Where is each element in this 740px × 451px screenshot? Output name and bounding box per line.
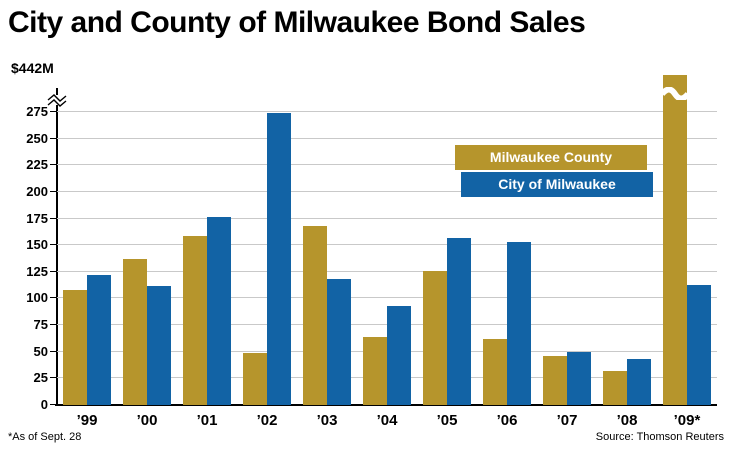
x-label-01: ’01 xyxy=(196,412,218,429)
bar-county-00 xyxy=(123,259,147,405)
axis-break-icon xyxy=(47,94,67,107)
bar-county-08 xyxy=(603,370,627,405)
bar-city-04 xyxy=(387,305,411,405)
x-label-06: ’06 xyxy=(496,412,518,429)
y-tick-label-125: 125 xyxy=(26,263,48,279)
y-tick-275 xyxy=(50,111,56,112)
bar-county-06 xyxy=(483,338,507,405)
y-tick-label-225: 225 xyxy=(26,157,48,173)
legend: Milwaukee County City of Milwaukee xyxy=(455,145,655,199)
chart-title: City and County of Milwaukee Bond Sales xyxy=(8,6,586,39)
y-tick-200 xyxy=(50,190,56,192)
y-tick-25 xyxy=(50,377,56,379)
gridline-100 xyxy=(57,297,717,299)
y-tick-label-50: 50 xyxy=(33,343,48,359)
x-label-07: ’07 xyxy=(556,412,578,429)
bar-county-09* xyxy=(662,75,688,405)
gridline-225 xyxy=(57,164,717,166)
x-label-00: ’00 xyxy=(136,412,158,429)
y-tick-150 xyxy=(50,244,56,246)
source-credit: Source: Thomson Reuters xyxy=(595,431,724,443)
y-tick-label-200: 200 xyxy=(26,183,48,199)
y-tick-label-100: 100 xyxy=(26,290,48,306)
y-tick-label-25: 25 xyxy=(33,370,48,386)
y-tick-100 xyxy=(50,297,56,299)
y-axis-line xyxy=(56,88,58,405)
y-tick-label-150: 150 xyxy=(26,237,48,253)
y-tick-label-275: 275 xyxy=(26,104,48,119)
bar-city-08 xyxy=(627,359,651,405)
y-tick-label-0: 0 xyxy=(40,397,48,412)
gridline-200 xyxy=(57,190,717,192)
gridline-125 xyxy=(57,270,717,272)
bar-city-00 xyxy=(147,285,171,405)
x-axis-line xyxy=(55,404,717,406)
footnote: *As of Sept. 28 xyxy=(8,431,82,443)
bar-city-07 xyxy=(567,351,591,405)
bar-city-05 xyxy=(447,237,471,405)
plot-area: 0 25 50 75 100 125 150 175 200 225 250 275 ’99 ’00 ’01… xyxy=(26,75,717,429)
x-label-04: ’04 xyxy=(376,412,398,429)
gridline-275 xyxy=(57,111,717,112)
x-label-02: ’02 xyxy=(256,412,278,429)
gridline-175 xyxy=(57,217,717,219)
x-label-99: ’99 xyxy=(76,412,98,429)
y-tick-75 xyxy=(50,324,56,326)
bar-break-icon xyxy=(662,87,688,100)
y-tick-label-250: 250 xyxy=(26,130,48,146)
bar-county-05 xyxy=(423,270,447,405)
bar-county-07 xyxy=(543,356,567,405)
x-label-09*: ’09* xyxy=(673,412,701,429)
bar-county-04 xyxy=(363,336,387,405)
y-tick-0 xyxy=(50,404,56,405)
bar-county-03 xyxy=(303,226,327,405)
bar-city-09* xyxy=(687,284,711,405)
bar-county-99 xyxy=(63,289,87,405)
y-tick-50 xyxy=(50,350,56,352)
bar-city-02 xyxy=(267,113,291,405)
bar-county-02 xyxy=(243,352,267,405)
bar-city-03 xyxy=(327,279,351,405)
legend-item-city-of-milwaukee: City of Milwaukee xyxy=(461,172,653,197)
bar-county-01 xyxy=(183,235,207,405)
bar-city-99 xyxy=(87,275,111,405)
y-tick-225 xyxy=(50,164,56,166)
y-tick-175 xyxy=(50,217,56,219)
y-tick-125 xyxy=(50,270,56,272)
y-tick-label-175: 175 xyxy=(26,210,48,226)
y-tick-label-75: 75 xyxy=(33,317,48,333)
bar-city-01 xyxy=(207,217,231,405)
y-tick-250 xyxy=(50,137,56,139)
gridline-150 xyxy=(57,244,717,246)
bar-city-06 xyxy=(507,242,531,405)
legend-item-milwaukee-county: Milwaukee County xyxy=(455,145,647,170)
x-label-05: ’05 xyxy=(436,412,458,429)
gridline-250 xyxy=(57,137,717,139)
x-label-03: ’03 xyxy=(316,412,338,429)
y-axis-max-label: $442M xyxy=(11,60,54,76)
x-label-08: ’08 xyxy=(616,412,638,429)
